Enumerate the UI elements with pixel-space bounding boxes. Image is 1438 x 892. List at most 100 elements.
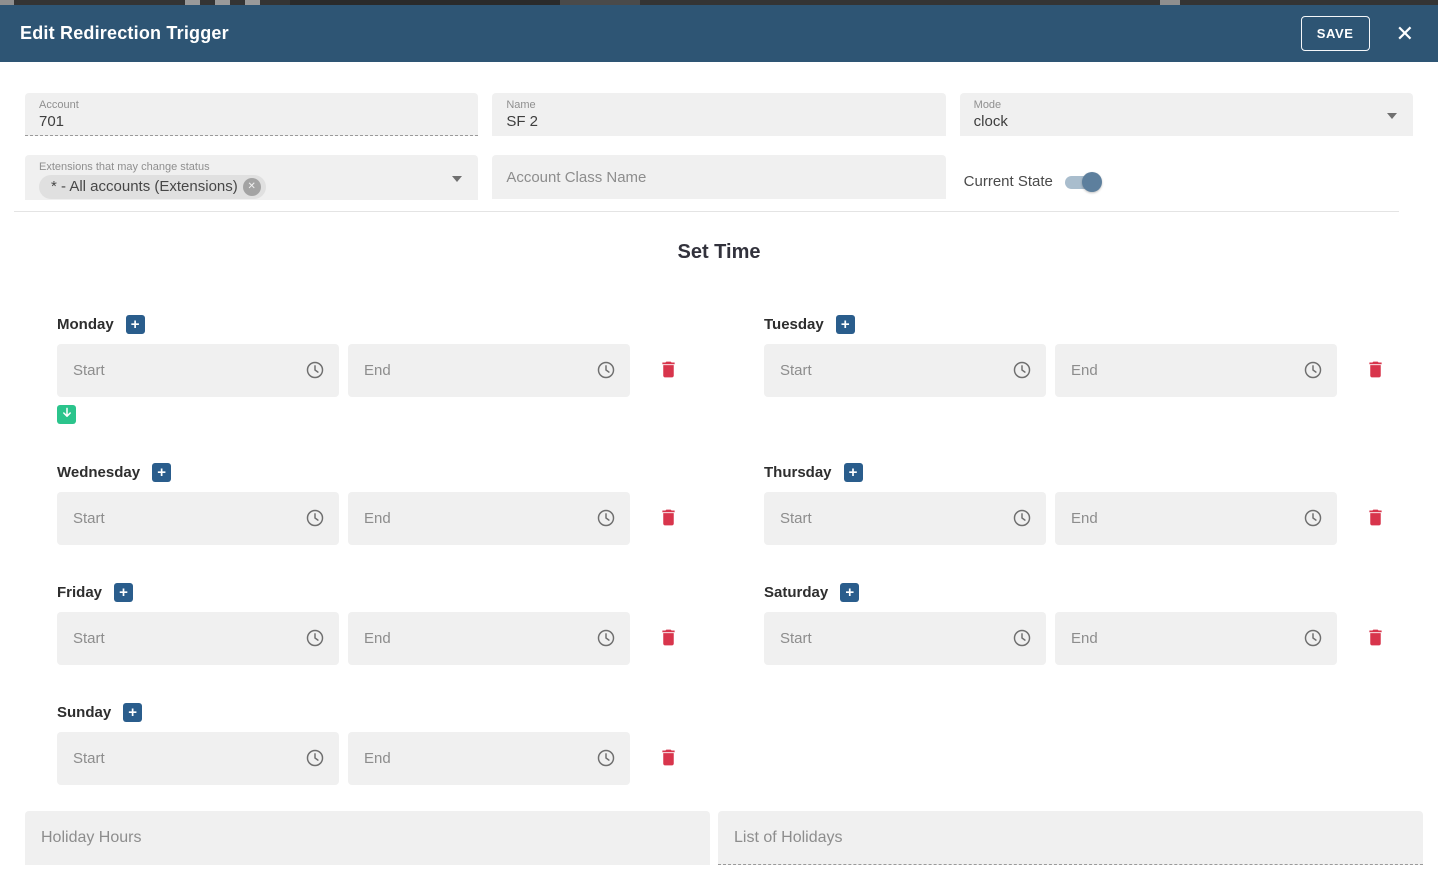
start-time-field[interactable]	[57, 612, 339, 665]
dropdown-arrow-icon[interactable]	[452, 175, 463, 182]
start-time-field[interactable]	[57, 492, 339, 545]
day-section-friday: Friday +	[57, 583, 679, 665]
day-label: Friday	[57, 584, 103, 601]
delete-time-range-button[interactable]	[658, 627, 679, 651]
mode-select[interactable]: Mode clock	[959, 93, 1413, 136]
day-header: Friday +	[57, 583, 679, 602]
end-time-field[interactable]	[1055, 612, 1337, 665]
account-value: 701	[39, 113, 65, 130]
clock-icon[interactable]	[1011, 627, 1033, 649]
end-time-input[interactable]	[348, 732, 630, 785]
arrow-down-icon	[60, 406, 74, 423]
end-time-input[interactable]	[348, 492, 630, 545]
clock-icon[interactable]	[1302, 507, 1324, 529]
account-class-field[interactable]	[492, 155, 946, 199]
end-time-input[interactable]	[348, 344, 630, 397]
trash-icon	[1365, 359, 1386, 383]
time-range-row	[57, 344, 679, 397]
start-time-input[interactable]	[764, 612, 1046, 665]
add-time-range-button[interactable]: +	[835, 315, 855, 334]
list-of-holidays-input[interactable]	[734, 828, 1407, 847]
form-row-2: Extensions that may change status * - Al…	[25, 155, 1413, 200]
extensions-select[interactable]: Extensions that may change status * - Al…	[25, 155, 479, 200]
day-label: Wednesday	[57, 464, 141, 481]
set-time-heading: Set Time	[677, 241, 761, 263]
delete-time-range-button[interactable]	[1365, 507, 1386, 531]
end-time-field[interactable]	[1055, 344, 1337, 397]
plus-icon: +	[848, 464, 858, 481]
end-time-input[interactable]	[1055, 492, 1337, 545]
mode-value: clock	[973, 113, 1008, 130]
delete-time-range-button[interactable]	[1365, 627, 1386, 651]
delete-time-range-button[interactable]	[1365, 359, 1386, 383]
account-field: Account 701	[25, 93, 479, 136]
delete-time-range-button[interactable]	[658, 359, 679, 383]
account-class-input[interactable]	[506, 168, 932, 186]
clock-icon[interactable]	[595, 507, 617, 529]
clock-icon[interactable]	[595, 359, 617, 381]
delete-time-range-button[interactable]	[658, 507, 679, 531]
start-time-field[interactable]	[764, 612, 1046, 665]
current-state-label: Current State	[963, 173, 1053, 190]
start-time-field[interactable]	[764, 344, 1046, 397]
start-time-field[interactable]	[764, 492, 1046, 545]
add-time-range-button[interactable]: +	[123, 703, 143, 722]
current-state-toggle[interactable]	[1064, 171, 1102, 192]
name-field[interactable]: Name SF 2	[492, 93, 946, 136]
clock-icon[interactable]	[1302, 359, 1324, 381]
end-time-field[interactable]	[348, 612, 630, 665]
clock-icon[interactable]	[595, 627, 617, 649]
start-time-input[interactable]	[764, 492, 1046, 545]
start-time-input[interactable]	[57, 732, 339, 785]
start-time-field[interactable]	[57, 344, 339, 397]
list-of-holidays-field[interactable]	[718, 811, 1423, 865]
add-time-range-button[interactable]: +	[114, 583, 134, 602]
time-range-row	[764, 492, 1386, 545]
holiday-hours-field[interactable]	[25, 811, 710, 865]
day-section-thursday: Thursday +	[764, 463, 1386, 545]
clock-icon[interactable]	[304, 627, 326, 649]
day-section-monday: Monday +	[57, 315, 679, 425]
save-button[interactable]: SAVE	[1300, 16, 1370, 51]
end-time-input[interactable]	[348, 612, 630, 665]
chip-row: * - All accounts (Extensions) ✕	[39, 175, 464, 199]
add-time-range-button[interactable]: +	[843, 463, 863, 482]
add-time-range-button[interactable]: +	[125, 315, 145, 334]
day-header: Monday +	[57, 315, 679, 334]
clock-icon[interactable]	[304, 507, 326, 529]
day-label: Thursday	[764, 464, 832, 481]
start-time-input[interactable]	[57, 612, 339, 665]
copy-down-button[interactable]	[57, 405, 76, 424]
holiday-hours-input[interactable]	[41, 829, 694, 847]
start-time-input[interactable]	[57, 492, 339, 545]
clock-icon[interactable]	[1011, 359, 1033, 381]
end-time-field[interactable]	[348, 732, 630, 785]
day-label: Tuesday	[764, 316, 824, 333]
plus-icon: +	[130, 316, 140, 333]
clock-icon[interactable]	[1302, 627, 1324, 649]
add-time-range-button[interactable]: +	[152, 463, 172, 482]
delete-time-range-button[interactable]	[658, 747, 679, 771]
end-time-input[interactable]	[1055, 612, 1337, 665]
clock-icon[interactable]	[595, 747, 617, 769]
day-header: Wednesday +	[57, 463, 679, 482]
section-divider	[14, 211, 1399, 212]
trash-icon	[1365, 507, 1386, 531]
end-time-field[interactable]	[1055, 492, 1337, 545]
plus-icon: +	[840, 316, 850, 333]
start-time-input[interactable]	[764, 344, 1046, 397]
clock-icon[interactable]	[304, 747, 326, 769]
add-time-range-button[interactable]: +	[840, 583, 860, 602]
dialog-body: Account 701 Name SF 2 Mode clock Extensi…	[0, 62, 1438, 785]
dropdown-arrow-icon[interactable]	[1387, 112, 1397, 119]
extensions-label: Extensions that may change status	[39, 161, 210, 173]
chip-remove-button[interactable]: ✕	[242, 178, 261, 196]
end-time-field[interactable]	[348, 492, 630, 545]
start-time-input[interactable]	[57, 344, 339, 397]
clock-icon[interactable]	[304, 359, 326, 381]
start-time-field[interactable]	[57, 732, 339, 785]
close-button[interactable]: ✕	[1396, 22, 1414, 45]
end-time-field[interactable]	[348, 344, 630, 397]
end-time-input[interactable]	[1055, 344, 1337, 397]
clock-icon[interactable]	[1011, 507, 1033, 529]
